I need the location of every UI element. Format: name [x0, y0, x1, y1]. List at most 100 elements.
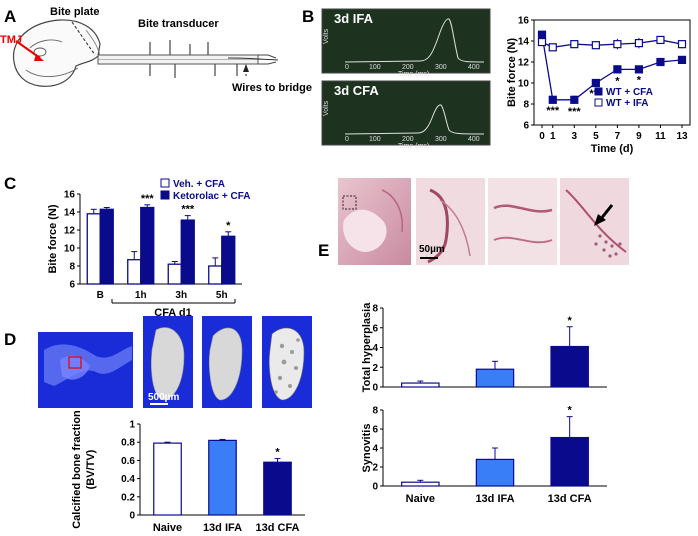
chart-c-ytick-label-1: 8	[69, 262, 75, 273]
chart-d-ylabel-line1: Calcified bone fraction	[71, 410, 83, 529]
chart-e2-ylabel: Synovitis	[361, 424, 373, 473]
chart-b-legend-label-1: WT + IFA	[606, 98, 649, 109]
osc-tick-cfa-0: 0	[345, 136, 349, 143]
chart-c-xtick-label-2: 3h	[175, 290, 187, 301]
chart-d-xtick-label-2: 13d CFA	[255, 522, 299, 534]
chart-e2-ytick-label-3: 6	[372, 425, 378, 436]
histology-images	[338, 178, 629, 265]
chart-d-ytick-label-1: 0.2	[121, 492, 135, 503]
chart-b-xtick-label-6: 11	[655, 131, 666, 142]
chart-e2-ytick-label-2: 4	[372, 444, 378, 455]
chart-b-point-1-5	[634, 38, 644, 48]
chart-c-annotation-2: ***	[181, 204, 195, 216]
chart-e1-annotation-2: *	[568, 315, 573, 327]
chart-d-ytick-label-0: 0	[129, 511, 135, 522]
chart-b-legend-marker-1	[594, 98, 603, 107]
osc-tick-cfa-3: 300	[435, 136, 447, 143]
chart-e1-bar-1	[475, 368, 515, 388]
chart-e1-ytick-label-0: 0	[372, 383, 378, 394]
chart-b-ytick-label-2: 10	[518, 79, 530, 90]
chart-b-annotation-0: ***	[546, 105, 560, 117]
chart-c-xtick-label-3: 5h	[216, 290, 228, 301]
chart-b-point-1-6	[656, 35, 665, 45]
chart-d-ylabel-line2: (BV/TV)	[85, 449, 97, 489]
chart-b-point-0-7	[677, 55, 687, 65]
chart-b-legend-label-0: WT + CFA	[606, 87, 653, 98]
scale-bar-d: 500µm	[148, 392, 179, 403]
osc-tick-ifa-2: 200	[402, 64, 414, 71]
label-wires-to-bridge: Wires to bridge	[232, 82, 312, 94]
chart-d-annotation-2: *	[275, 447, 280, 459]
chart-e2-bar-1	[475, 458, 515, 487]
chart-d-bar-1	[208, 439, 237, 516]
osc-tick-ifa-4: 400	[468, 64, 480, 71]
osc-tick-cfa-1: 100	[369, 136, 381, 143]
chart-d-xtick-label-0: Naive	[153, 522, 182, 534]
osc-tick-ifa-0: 0	[345, 64, 349, 71]
chart-b-point-0-2	[570, 95, 579, 104]
chart-b-point-1-3	[591, 41, 600, 50]
chart-e1-bar-0	[401, 382, 440, 388]
chart-d-bar-2	[263, 461, 292, 516]
chart-c-bar-2-1	[180, 219, 195, 285]
osc-ylabel-cfa: Volts	[323, 100, 330, 116]
chart-e1-ytick-label-4: 8	[372, 304, 378, 315]
chart-b-point-0-6	[656, 57, 665, 67]
osc-ylabel-ifa: Volts	[323, 28, 330, 44]
chart-b-annotation-1: ***	[568, 106, 582, 118]
chart-c-ylabel: Bite force (N)	[47, 204, 59, 273]
panel-label-a: A	[4, 7, 16, 26]
chart-b-xtick-label-0: 0	[539, 131, 545, 142]
chart-e2-xtick-label-0: Naive	[406, 493, 435, 505]
chart-b-ylabel: Bite force (N)	[506, 38, 518, 107]
chart-d-ytick-label-3: 0.6	[121, 456, 135, 467]
chart-e1-ylabel: Total hyperplasia	[361, 302, 373, 393]
chart-c-ytick-label-3: 12	[64, 226, 76, 237]
micro-ct-images	[38, 316, 312, 408]
osc-tick-cfa-2: 200	[402, 136, 414, 143]
chart-e2-bar-0	[401, 481, 440, 487]
oscilloscope-3d-cfa: 3d CFA Volts 0 100 200 300 400 Time (ms)	[321, 80, 491, 150]
panel-label-e: E	[318, 241, 329, 260]
chart-c-legend-label-1: Ketorolac + CFA	[173, 191, 251, 202]
label-tmj: TMJ	[0, 34, 22, 46]
chart-c-legend-marker-1	[160, 190, 170, 200]
chart-c-legend-marker-0	[160, 178, 170, 188]
chart-e1-bar-2	[550, 345, 589, 388]
chart-b-ytick-label-1: 8	[523, 100, 529, 111]
chart-c-bar-0-1	[99, 208, 114, 285]
chart-c-ytick-label-0: 6	[69, 280, 75, 291]
panel-label-d: D	[4, 330, 16, 349]
chart-b-xtick-label-4: 7	[615, 131, 621, 142]
chart-c-annotation-3: *	[226, 220, 231, 232]
chart-b-point-0-5	[634, 65, 644, 74]
osc-tick-cfa-4: 400	[468, 136, 480, 143]
chart-b-point-1-7	[677, 40, 687, 49]
chart-e-hyperplasia: 0 2 4 6 8 * Total hyperplasia	[361, 302, 607, 394]
chart-b-point-0-1	[548, 95, 557, 104]
chart-e2-ytick-label-4: 8	[372, 406, 378, 417]
chart-d-xtick-label-1: 13d IFA	[203, 522, 242, 534]
skull-transducer-illustration	[12, 19, 279, 87]
panel-label-b: B	[302, 7, 314, 26]
chart-e2-bar-2	[550, 436, 589, 487]
osc-xlabel-cfa: Time (ms)	[398, 143, 429, 150]
osc-xlabel-ifa: Time (ms)	[398, 71, 429, 78]
label-bite-transducer: Bite transducer	[138, 18, 219, 30]
chart-d-ytick-label-4: 0.8	[121, 438, 135, 449]
chart-b-xtick-label-7: 13	[676, 131, 688, 142]
oscilloscope-3d-ifa: 3d IFA Volts 0 100 200 300 400 Time (ms)	[321, 8, 491, 78]
osc-title-cfa: 3d CFA	[334, 83, 379, 98]
chart-e1-ytick-label-1: 2	[372, 363, 378, 374]
chart-c-bar-3-1	[221, 235, 236, 285]
chart-b-xlabel: Time (d)	[591, 143, 634, 155]
chart-d-bone-fraction: 0 0.2 0.4 0.6 0.8 1 Naive 13d IFA 13d CFA * Calcif…	[71, 410, 305, 534]
chart-c-ytick-label-4: 14	[64, 208, 76, 219]
chart-e2-ytick-label-1: 2	[372, 463, 378, 474]
chart-b-xtick-label-1: 1	[550, 131, 556, 142]
chart-b-xtick-label-5: 9	[636, 131, 642, 142]
chart-d-ytick-label-5: 1	[129, 420, 135, 431]
